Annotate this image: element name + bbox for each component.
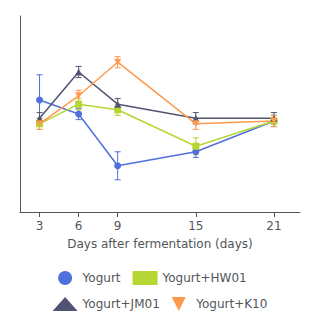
svg-text:21: 21 — [266, 219, 281, 233]
svg-text:Days after fermentation (days): Days after fermentation (days) — [67, 237, 253, 251]
svg-text:Yogurt+JM01: Yogurt+JM01 — [82, 297, 160, 311]
svg-text:6: 6 — [75, 219, 83, 233]
svg-text:Yogurt+K10: Yogurt+K10 — [195, 297, 267, 311]
svg-text:15: 15 — [188, 219, 203, 233]
svg-text:Yogurt+HW01: Yogurt+HW01 — [162, 271, 247, 285]
svg-text:3: 3 — [36, 219, 44, 233]
svg-text:Yogurt: Yogurt — [82, 271, 121, 285]
svg-text:9: 9 — [114, 219, 122, 233]
